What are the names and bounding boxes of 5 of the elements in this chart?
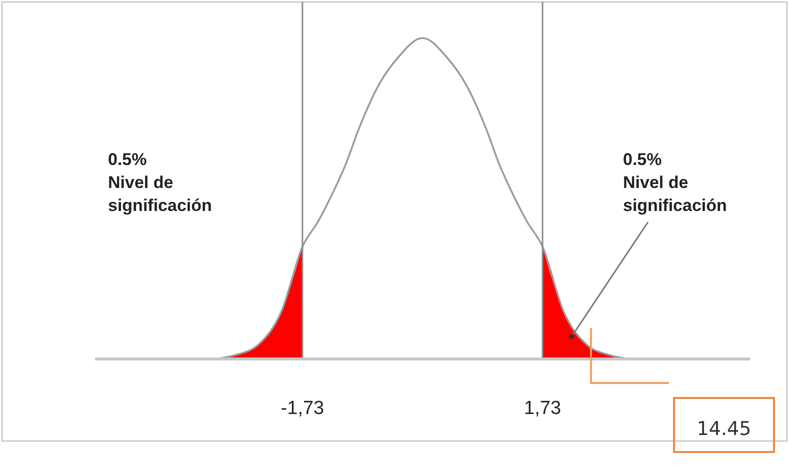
text: 14.45 bbox=[696, 418, 752, 440]
annotation: 0.5% Nivel de significación bbox=[623, 150, 727, 215]
annotation: 0.5% Nivel de significación bbox=[108, 150, 212, 215]
x-tick-label: -1,73 bbox=[280, 398, 324, 419]
x-tick-label: 1,73 bbox=[524, 398, 562, 419]
